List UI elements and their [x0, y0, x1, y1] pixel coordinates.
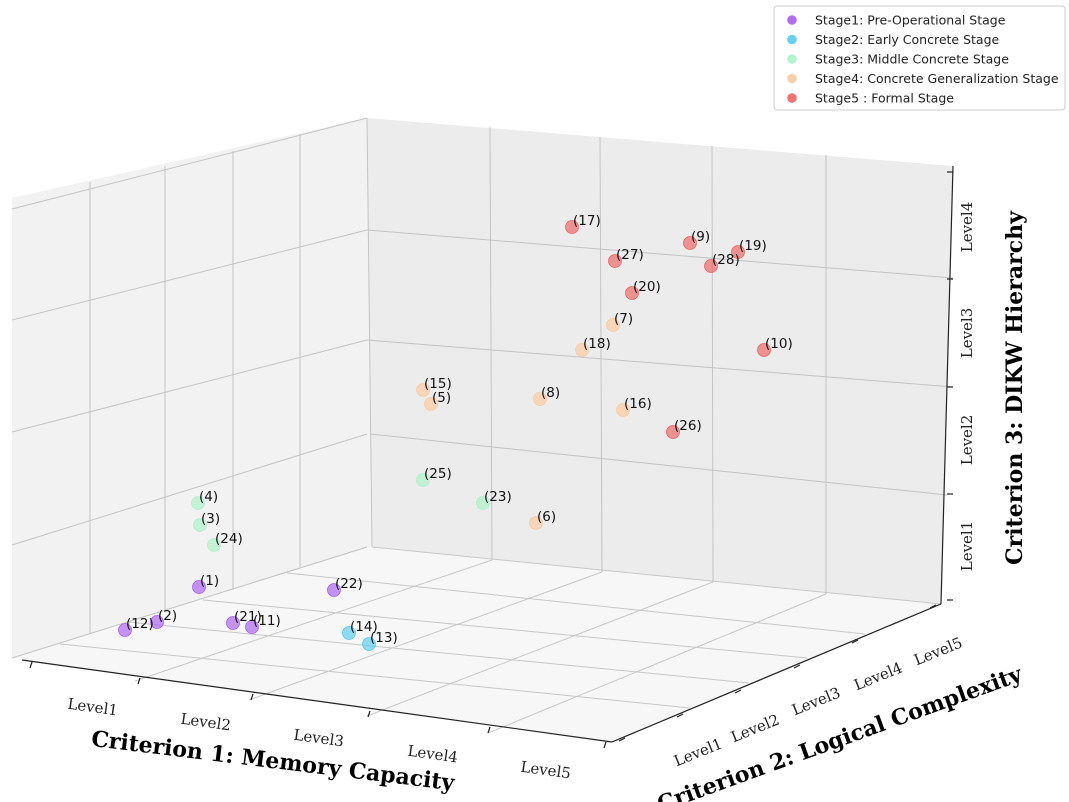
legend-entry-2: Stage2: Early Concrete Stage: [815, 32, 1000, 47]
data-point-label-8: (8): [541, 385, 560, 401]
data-point-7: [606, 318, 620, 332]
legend-marker-2: [787, 34, 797, 45]
data-point-label-9: (9): [691, 229, 710, 245]
data-point-19: [731, 245, 745, 259]
z-axis-title: Criterion 3: DIKW Hierarchy: [1002, 210, 1028, 565]
data-point-13: [362, 637, 376, 651]
data-point-11: [245, 620, 259, 634]
data-point-3: [193, 518, 207, 532]
data-point-label-3: (3): [201, 511, 220, 527]
data-point-label-14: (14): [350, 619, 378, 635]
data-point-label-24: (24): [215, 531, 243, 547]
data-point-label-1: (1): [200, 573, 219, 589]
data-point-label-15: (15): [424, 376, 452, 392]
data-point-4: [191, 496, 205, 510]
data-point-23: [476, 496, 490, 510]
data-points: (1) (2) (11) (12) (21) (22) (13)(14) (3) (4) (23)…: [118, 213, 793, 651]
data-point-24: [207, 538, 221, 552]
x-tick-label-2: Level2: [179, 710, 232, 735]
legend-marker-1: [787, 15, 797, 25]
z-tick-label-4: Level4: [958, 202, 976, 253]
data-point-label-16: (16): [624, 396, 652, 412]
data-point-label-19: (19): [739, 238, 767, 254]
legend-box: [773, 5, 1066, 111]
x-axis-title: Criterion 1: Memory Capacity: [90, 726, 457, 796]
floor-pane: [12, 547, 941, 742]
z-tick-label-1: Level1: [958, 521, 976, 572]
y-tick-label-2: Level2: [728, 711, 782, 747]
data-point-16: [616, 403, 630, 417]
data-point-15: [416, 383, 430, 397]
y-tick-label-3: Level3: [789, 684, 843, 720]
data-point-label-23: (23): [484, 489, 512, 505]
data-point-10: [757, 343, 771, 357]
data-point-9: [683, 236, 697, 250]
data-point-label-28: (28): [712, 252, 740, 268]
data-point-27: [608, 254, 622, 268]
data-point-label-5: (5): [432, 390, 451, 406]
data-point-22: [327, 583, 341, 597]
axis-lines: [21, 165, 954, 743]
floor-grid: [59, 546, 942, 743]
data-point-21: [226, 616, 240, 630]
data-point-12: [118, 623, 132, 637]
back-pane-grid: [366, 117, 954, 594]
data-point-label-13: (13): [370, 630, 398, 646]
data-point-8: [533, 392, 547, 406]
data-point-label-17: (17): [573, 213, 601, 229]
data-point-25: [416, 473, 430, 487]
x-tick-label-4: Level4: [406, 742, 459, 767]
legend-entry-5: Stage5 : Formal Stage: [815, 91, 954, 106]
data-point-label-22: (22): [335, 576, 363, 592]
data-point-label-21: (21): [234, 609, 262, 625]
data-point-1: [192, 580, 206, 594]
back-pane: [367, 118, 953, 604]
data-point-label-11: (11): [253, 613, 281, 629]
y-tick-label-5: Level5: [911, 634, 965, 670]
data-point-2: [150, 615, 164, 629]
data-point-label-2: (2): [158, 608, 177, 624]
legend-marker-5: [787, 93, 797, 103]
data-point-17: [565, 220, 579, 234]
data-point-label-7: (7): [614, 311, 633, 327]
data-point-6: [529, 516, 543, 530]
data-point-28: [704, 259, 718, 273]
left-pane-grid: [11, 117, 368, 659]
x-tick-label-1: Level1: [66, 695, 119, 720]
data-point-label-26: (26): [674, 418, 702, 434]
legend-entry-1: Stage1: Pre-Operational Stage: [815, 13, 1006, 28]
data-point-label-4: (4): [199, 489, 218, 505]
y-tick-label-1: Level1: [671, 735, 725, 771]
z-tick-label-2: Level2: [958, 415, 976, 466]
data-point-label-18: (18): [583, 336, 611, 352]
x-tick-label-3: Level3: [292, 726, 345, 751]
data-point-label-25: (25): [424, 466, 452, 482]
legend-entry-4: Stage4: Concrete Generalization Stage: [815, 71, 1059, 86]
legend-marker-4: [787, 73, 797, 84]
legend-entry-3: Stage3: Middle Concrete Stage: [815, 52, 1009, 67]
z-tick-label-3: Level3: [958, 308, 976, 359]
data-point-14: [342, 626, 356, 640]
data-point-label-10: (10): [765, 336, 793, 352]
data-point-label-12: (12): [126, 616, 154, 632]
axis-ticks: [29, 171, 953, 749]
legend-marker-3: [787, 54, 797, 64]
data-point-20: [625, 286, 639, 300]
data-point-label-27: (27): [616, 247, 644, 263]
data-point-18: [575, 343, 589, 357]
x-tick-label-5: Level5: [519, 758, 572, 783]
data-point-label-20: (20): [633, 279, 661, 295]
left-pane: [12, 118, 372, 658]
data-point-5: [424, 397, 438, 411]
data-point-label-6: (6): [537, 509, 556, 525]
legend: Stage1: Pre-Operational Stage Stage2: Ear…: [773, 5, 1066, 111]
y-tick-label-4: Level4: [851, 659, 905, 695]
data-point-26: [666, 425, 680, 439]
